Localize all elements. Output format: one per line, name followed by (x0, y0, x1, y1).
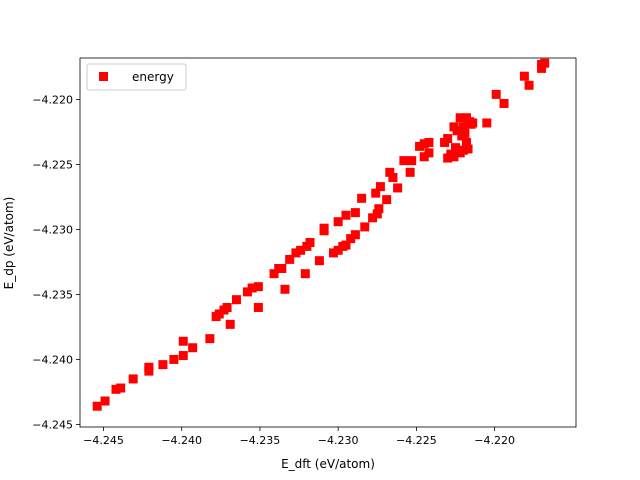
data-point (231, 295, 241, 305)
data-point (463, 144, 473, 154)
y-axis-ticks: −4.245 −4.240 −4.235 −4.230 −4.225 −4.220 (32, 94, 80, 431)
data-point (499, 98, 509, 108)
x-tick-label: −4.230 (318, 434, 359, 447)
y-tick-label: −4.245 (32, 418, 73, 431)
data-point (443, 134, 453, 144)
y-tick-label: −4.235 (32, 288, 73, 301)
data-point (333, 245, 343, 255)
data-point (277, 263, 287, 273)
data-point (382, 195, 392, 205)
data-point (405, 167, 415, 177)
data-point (296, 245, 306, 255)
data-point (128, 374, 138, 384)
data-point (158, 360, 168, 370)
data-point (350, 230, 360, 240)
data-point (393, 183, 403, 193)
data-point (188, 343, 198, 353)
data-point (214, 309, 224, 319)
legend-box (86, 63, 187, 91)
data-point (491, 89, 501, 99)
data-point (205, 334, 215, 344)
data-point (319, 223, 329, 233)
data-point (253, 282, 263, 292)
x-tick-label: −4.245 (83, 434, 124, 447)
data-point (314, 256, 324, 266)
data-point (280, 284, 290, 294)
data-point (415, 141, 425, 151)
data-point (111, 384, 121, 394)
x-axis-label: E_dft (eV/atom) (281, 457, 375, 471)
y-tick-label: −4.220 (32, 94, 73, 107)
data-point (285, 254, 295, 264)
data-point (333, 217, 343, 227)
x-axis-ticks: −4.245 −4.240 −4.235 −4.230 −4.225 −4.220 (83, 427, 515, 447)
data-point (328, 248, 338, 258)
data-point (360, 222, 370, 232)
data-point (178, 336, 188, 346)
data-point (305, 238, 315, 247)
data-point (424, 137, 434, 147)
legend-label-energy: energy (132, 70, 174, 84)
data-point (449, 152, 459, 162)
data-point (458, 145, 468, 155)
data-point (269, 269, 279, 279)
x-tick-label: −4.225 (396, 434, 437, 447)
data-point (350, 208, 360, 218)
data-point (92, 401, 102, 411)
data-point (169, 354, 179, 364)
data-point (242, 287, 252, 297)
legend: energy (86, 63, 187, 91)
data-point (144, 362, 154, 372)
data-point (399, 156, 409, 166)
data-point (455, 113, 465, 123)
data-point (253, 302, 263, 312)
data-point (524, 80, 534, 90)
data-point (460, 128, 470, 138)
data-point (452, 126, 462, 136)
x-tick-label: −4.220 (474, 434, 515, 447)
data-point (368, 213, 378, 223)
legend-marker-square-icon (99, 72, 108, 81)
plot-frame (79, 57, 577, 428)
data-point (371, 188, 381, 198)
data-point (116, 383, 126, 393)
x-tick-label: −4.240 (161, 434, 202, 447)
data-point (346, 234, 356, 244)
y-tick-label: −4.225 (32, 159, 73, 172)
data-point (424, 148, 434, 158)
data-point (461, 137, 471, 147)
data-point (419, 152, 429, 162)
data-point (458, 122, 468, 132)
data-points (92, 58, 550, 411)
data-point (100, 396, 110, 406)
data-point (247, 283, 257, 293)
data-point (222, 302, 232, 312)
data-point (407, 156, 417, 166)
data-point (482, 118, 492, 128)
data-point (540, 58, 550, 68)
data-point (385, 167, 395, 177)
data-point (178, 351, 188, 361)
data-point (374, 204, 384, 214)
data-point (291, 248, 301, 258)
data-point (419, 139, 429, 149)
data-point (341, 210, 351, 220)
data-point (357, 193, 367, 203)
y-tick-label: −4.230 (32, 224, 73, 237)
data-point (341, 240, 351, 250)
data-point (537, 63, 547, 73)
y-tick-label: −4.240 (32, 353, 73, 366)
data-point (300, 269, 310, 279)
data-point (468, 118, 478, 128)
data-point (388, 173, 398, 183)
data-point (225, 319, 235, 329)
x-tick-label: −4.235 (240, 434, 281, 447)
data-point (519, 71, 529, 81)
data-point (375, 182, 385, 192)
y-axis-label: E_dp (eV/atom) (2, 197, 16, 290)
data-point (451, 143, 461, 153)
data-point (372, 209, 382, 219)
